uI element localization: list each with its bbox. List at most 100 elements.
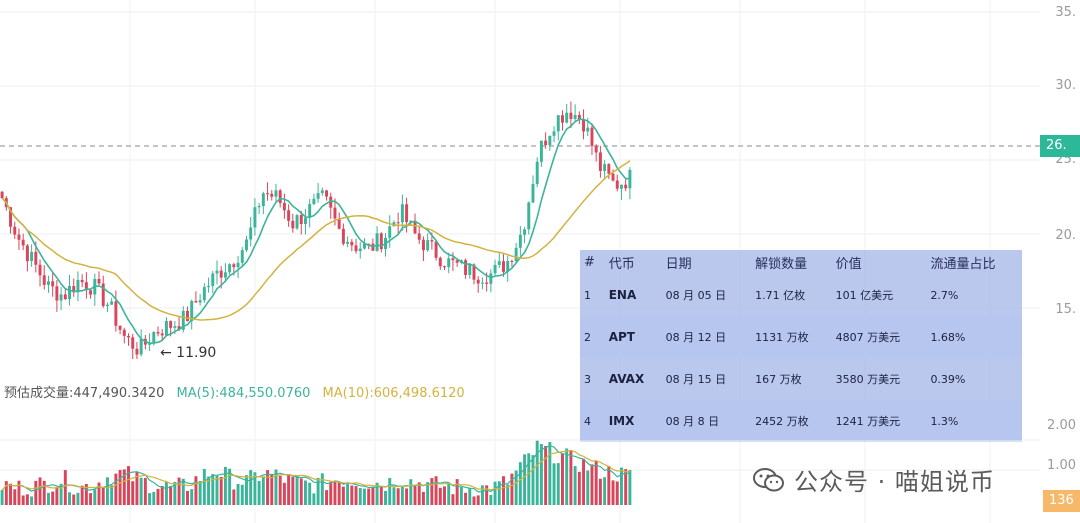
candle-body	[282, 203, 286, 211]
volume-bar	[84, 483, 88, 505]
candle	[337, 212, 341, 230]
volume-bar	[434, 476, 438, 505]
volume-ma10-line	[1, 450, 630, 491]
candle	[539, 140, 543, 167]
candle	[396, 212, 400, 234]
row-value: 101 亿美元	[835, 289, 894, 302]
volume-bar	[489, 494, 493, 505]
candle-body	[68, 286, 71, 300]
volume-bar	[611, 480, 615, 505]
candle	[577, 111, 581, 125]
candle-body	[219, 270, 223, 278]
candle	[282, 193, 286, 219]
volume-bar	[291, 476, 295, 505]
candle-body	[177, 326, 181, 330]
candle	[312, 193, 316, 206]
candle-body	[375, 233, 379, 251]
candle-body	[287, 210, 291, 221]
candle-body	[114, 301, 118, 326]
volume-bar	[426, 482, 430, 505]
volume-ma5-label: MA(5):484,550.0760	[176, 386, 311, 401]
candle	[160, 328, 164, 342]
volume-bar	[565, 448, 569, 505]
candle-body	[152, 332, 156, 344]
candle-body	[186, 310, 189, 322]
volume-bar	[34, 480, 38, 505]
candle-body	[118, 325, 122, 330]
candle	[518, 225, 522, 256]
candle	[443, 265, 446, 271]
candle-body	[249, 227, 253, 240]
candle	[316, 182, 320, 203]
candle-body	[169, 321, 173, 328]
table-row: 3 AVAX 08 月 15 日 167 万枚 3580 万美元 0.39%	[580, 358, 1022, 400]
candle-body	[127, 335, 130, 338]
volume-legend: 预估成交量:447,490.3420 MA(5):484,550.0760 MA…	[4, 382, 473, 401]
volume-bar	[93, 489, 97, 505]
candle-body	[447, 258, 451, 268]
candle	[320, 187, 324, 196]
candle	[186, 306, 189, 322]
row-token: IMX	[604, 400, 662, 442]
volume-bar	[245, 475, 248, 505]
candle-body	[367, 243, 371, 245]
volume-bar	[493, 481, 497, 505]
volume-estimate-label: 预估成交量:447,490.3420	[4, 386, 165, 401]
volume-bar	[110, 485, 114, 505]
volume-bar	[190, 489, 194, 505]
table-row: 4 IMX 08 月 8 日 2452 万枚 1241 万美元 1.3%	[580, 400, 1022, 442]
candle	[190, 299, 194, 330]
candle-body	[89, 290, 93, 295]
candle-body	[207, 285, 211, 288]
volume-bar	[438, 487, 442, 505]
candle-body	[105, 304, 109, 307]
candle-body	[544, 140, 548, 146]
candle	[181, 306, 185, 333]
candle	[135, 341, 139, 360]
volume-bar	[535, 440, 539, 505]
candle-body	[624, 184, 628, 189]
volume-bar	[354, 486, 358, 505]
candle-body	[607, 164, 611, 174]
candle	[76, 271, 80, 302]
candle-body	[577, 114, 581, 120]
volume-bar	[21, 495, 25, 505]
volume-bar	[577, 471, 581, 505]
volume-bar	[219, 476, 223, 505]
candle	[582, 109, 586, 140]
candle	[236, 256, 240, 279]
candle	[468, 263, 472, 279]
candle-body	[464, 260, 468, 275]
volume-bar	[586, 470, 590, 505]
volume-bar	[194, 476, 198, 505]
price-tick: 20.	[1055, 228, 1076, 243]
row-date: 08 月 12 日	[661, 316, 752, 358]
candle	[127, 333, 130, 346]
candle	[417, 226, 421, 244]
row-date: 08 月 8 日	[661, 400, 752, 442]
candle-body	[468, 264, 472, 275]
volume-bar	[582, 458, 586, 505]
candle	[207, 277, 211, 293]
volume-bar	[101, 487, 105, 505]
candle	[493, 259, 497, 277]
candle-body	[409, 220, 413, 223]
wechat-icon	[753, 467, 784, 491]
candle-body	[523, 229, 527, 235]
candle	[388, 215, 392, 248]
candle	[25, 244, 29, 272]
candle-body	[291, 220, 295, 229]
candle-body	[9, 207, 13, 227]
candle	[245, 235, 248, 252]
candle	[426, 233, 430, 252]
candle-body	[346, 241, 350, 244]
volume-bar	[232, 489, 236, 505]
candle	[527, 201, 531, 235]
current-volume-tag: 136	[1043, 490, 1080, 512]
volume-bar	[173, 481, 177, 505]
candle-body	[25, 245, 29, 262]
volume-bar	[308, 482, 312, 505]
volume-bar	[615, 481, 619, 505]
candle-body	[63, 294, 67, 300]
candle-body	[164, 321, 168, 336]
